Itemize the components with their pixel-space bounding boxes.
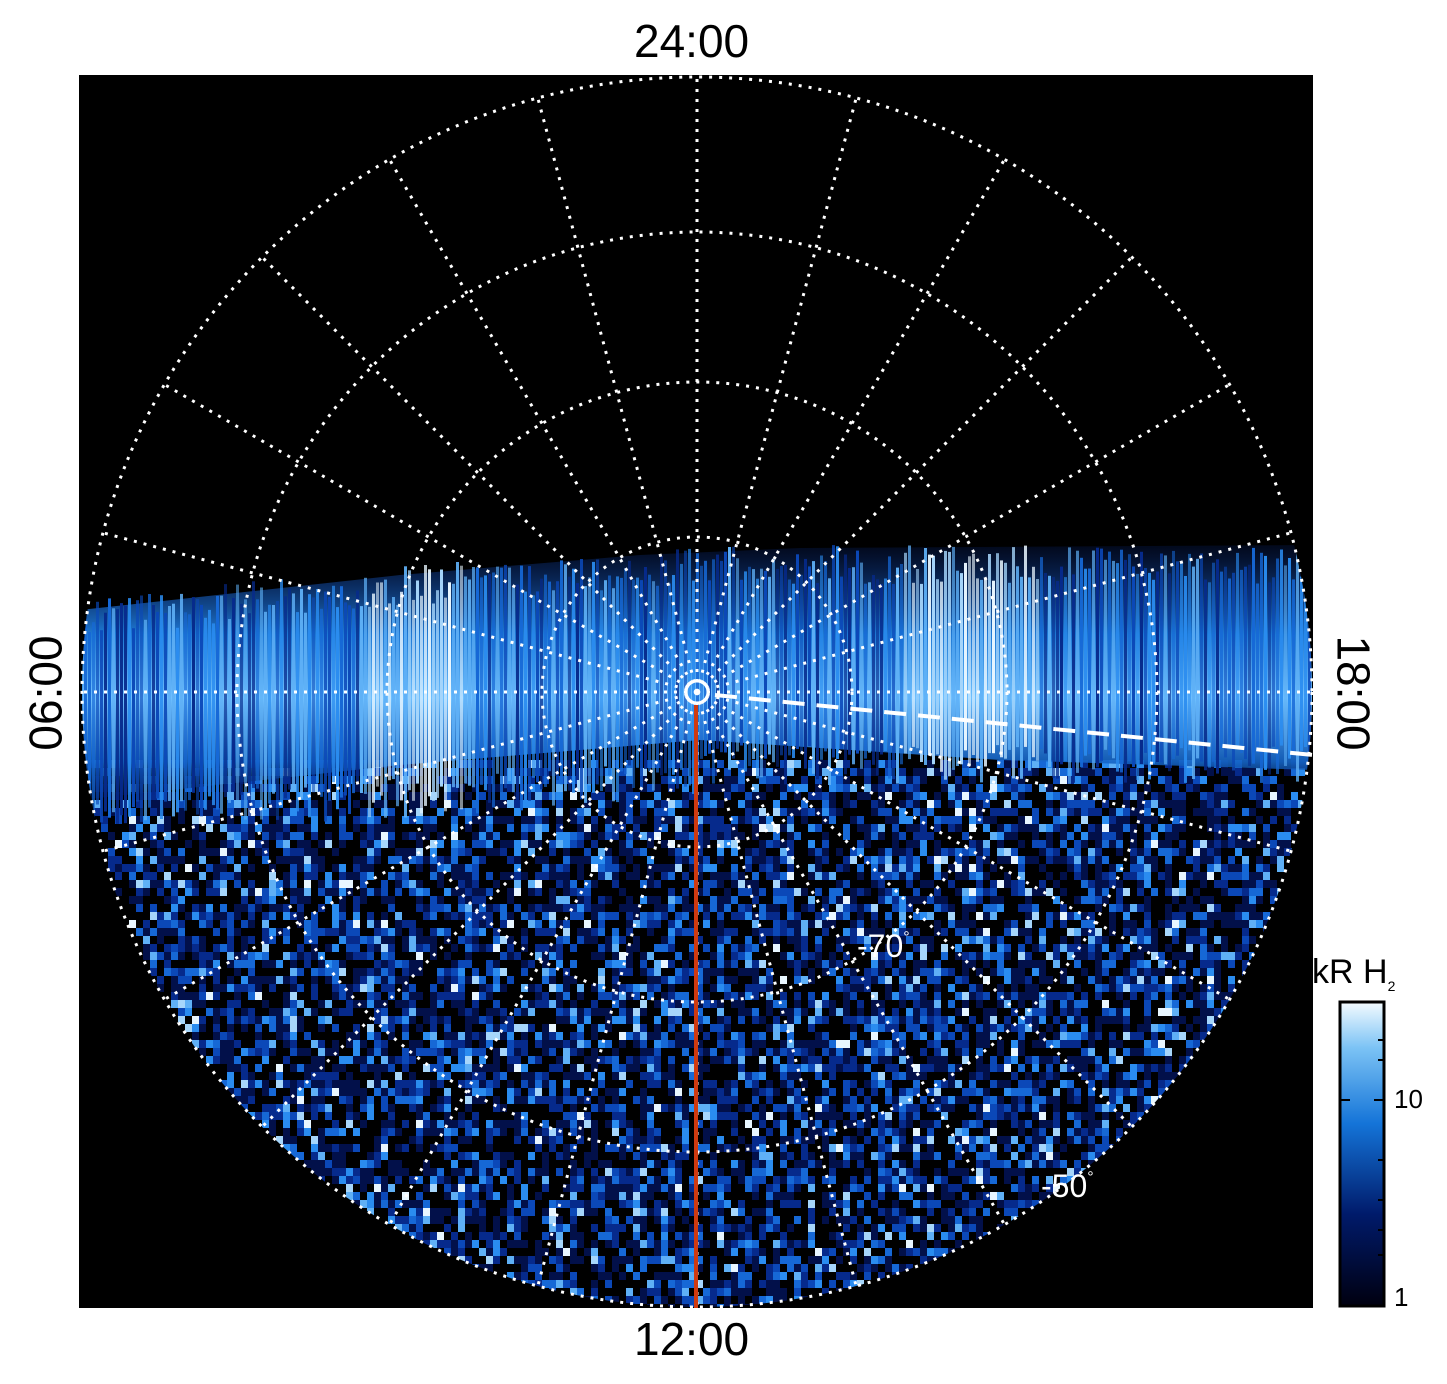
latitude-label-50: -50° (1041, 1168, 1094, 1204)
pole-marker-icon (684, 679, 710, 705)
time-label-top: 24:00 (634, 15, 750, 67)
time-label-bottom: 12:00 (634, 1313, 750, 1365)
time-label-right: 18:00 (1327, 635, 1380, 751)
colorbar-tick-10: 10 (1394, 1084, 1423, 1114)
pole-dot-icon (694, 689, 700, 695)
latitude-label-70: -70° (857, 928, 910, 964)
colorbar-tick-1: 1 (1394, 1282, 1409, 1312)
colorbar-title: kR H2 (1312, 953, 1396, 994)
colorbar-ticks (1340, 1039, 1384, 1307)
colorbar (1338, 1000, 1386, 1308)
time-label-left: 06:00 (19, 635, 72, 751)
aurora-image (82, 545, 1312, 1307)
